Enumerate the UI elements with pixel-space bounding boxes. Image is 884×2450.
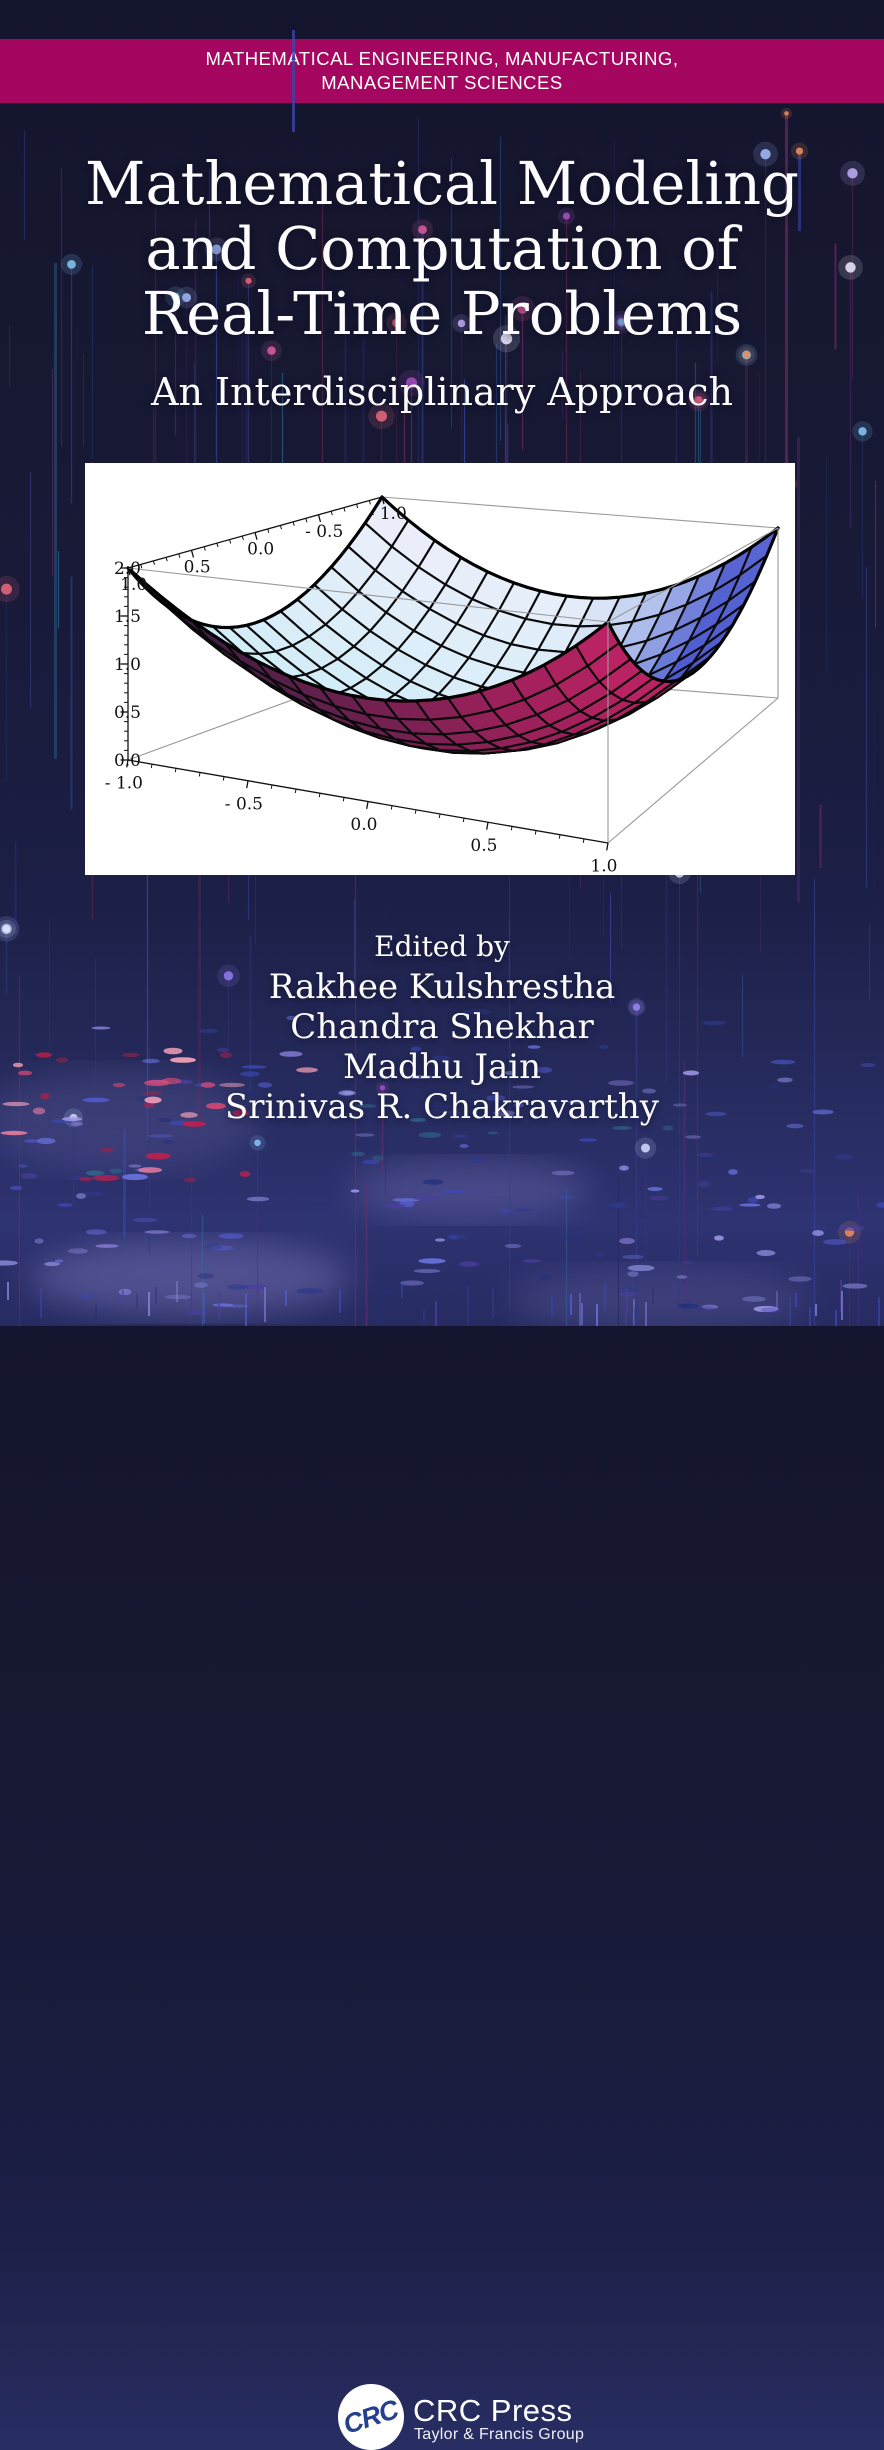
svg-text:0.5: 0.5 bbox=[470, 836, 497, 856]
svg-text:- 0.5: - 0.5 bbox=[225, 794, 263, 814]
surface-plot: - 1.0 - 0.5 0.0 0.5 1.0 - 1.0 - 0.5 0.0 0.5 1.0 0.… bbox=[105, 495, 780, 877]
publisher-tagline: Taylor & Francis Group bbox=[414, 2426, 585, 2443]
svg-text:0.5: 0.5 bbox=[184, 558, 211, 578]
publisher-name: CRC Press bbox=[413, 2393, 573, 2428]
series-banner-line-1: MATHEMATICAL ENGINEERING, MANUFACTURING, bbox=[205, 48, 679, 69]
svg-text:- 0.5: - 0.5 bbox=[305, 522, 343, 542]
publisher-block: CRC CRC Press Taylor & Francis Group bbox=[0, 1190, 884, 2450]
svg-text:0.0: 0.0 bbox=[114, 751, 141, 771]
editor-name: Chandra Shekhar bbox=[290, 1007, 594, 1047]
streak-over-banner bbox=[292, 30, 295, 132]
editor-name: Madhu Jain bbox=[342, 1047, 542, 1087]
svg-text:1.0: 1.0 bbox=[120, 575, 147, 595]
svg-text:0.5: 0.5 bbox=[114, 703, 141, 723]
svg-text:- 1.0: - 1.0 bbox=[369, 504, 407, 524]
editor-name: Rakhee Kulshrestha bbox=[268, 967, 616, 1007]
svg-text:0.0: 0.0 bbox=[350, 815, 377, 835]
title-line-1: Mathematical Modeling bbox=[85, 149, 799, 218]
svg-text:1.0: 1.0 bbox=[590, 857, 617, 875]
series-banner: MATHEMATICAL ENGINEERING, MANUFACTURING,… bbox=[0, 39, 884, 103]
crc-logo-text: CRC bbox=[339, 2393, 402, 2440]
title-line-3: Real-Time Problems bbox=[141, 279, 743, 348]
svg-text:0.0: 0.0 bbox=[247, 540, 274, 560]
editor-name: Srinivas R. Chakravarthy bbox=[225, 1087, 659, 1127]
edited-by-label: Edited by bbox=[374, 930, 510, 963]
book-title: Mathematical Modeling and Computation of… bbox=[0, 151, 884, 346]
surface-plot-panel: - 1.0 - 0.5 0.0 0.5 1.0 - 1.0 - 0.5 0.0 0.5 1.0 0.… bbox=[85, 463, 795, 877]
book-subtitle: An Interdisciplinary Approach bbox=[151, 370, 733, 414]
crc-logo: CRC bbox=[338, 2384, 404, 2450]
svg-text:1.5: 1.5 bbox=[114, 607, 141, 627]
editor-names: Rakhee Kulshrestha Chandra Shekhar Madhu… bbox=[0, 967, 884, 1127]
editors-block: Edited by Rakhee Kulshrestha Chandra She… bbox=[0, 929, 884, 1127]
svg-text:- 1.0: - 1.0 bbox=[105, 774, 143, 794]
title-line-2: and Computation of bbox=[145, 214, 739, 283]
series-banner-line-2: MANAGEMENT SCIENCES bbox=[321, 72, 563, 93]
svg-text:1.0: 1.0 bbox=[114, 655, 141, 675]
svg-text:2.0: 2.0 bbox=[114, 559, 141, 579]
